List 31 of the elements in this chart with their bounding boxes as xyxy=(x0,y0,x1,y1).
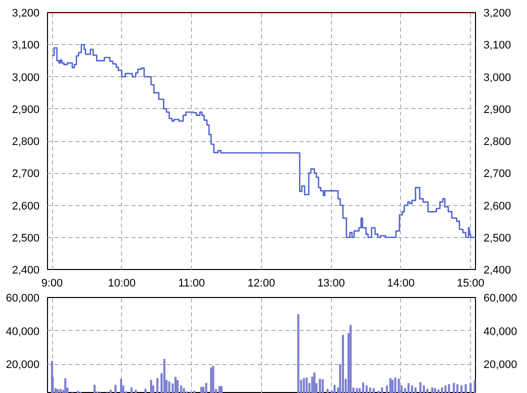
y-tick-label: 2,800 xyxy=(12,136,40,148)
y2-tick-label: 2,600 xyxy=(484,200,512,212)
y-tick-label: 3,200 xyxy=(12,8,40,20)
y2-tick-label: 2,800 xyxy=(484,136,512,148)
y-tick-label: 2,400 xyxy=(12,264,40,276)
y-tick-label: 20,000 xyxy=(6,359,40,372)
y2-tick-label: 20,000 xyxy=(484,359,518,372)
x-tick-label: 14:00 xyxy=(387,278,415,290)
x-tick-label: 11:00 xyxy=(178,278,205,290)
y-tick-label: 2,500 xyxy=(12,232,40,244)
y-tick-label: 40,000 xyxy=(6,326,40,338)
y-tick-label: 3,000 xyxy=(12,72,40,84)
y2-tick-label: 2,400 xyxy=(484,264,512,276)
y-tick-label: 60,000 xyxy=(6,292,40,304)
y2-tick-label: 60,000 xyxy=(484,292,518,304)
x-tick-label: 15:00 xyxy=(456,278,484,290)
x-tick-label: 13:00 xyxy=(317,278,345,290)
y2-tick-label: 3,100 xyxy=(484,40,512,52)
x-tick-label: 9:00 xyxy=(41,278,63,290)
y-tick-label: 2,700 xyxy=(12,168,40,180)
y-tick-label: 2,900 xyxy=(12,104,40,116)
y2-tick-label: 3,200 xyxy=(484,8,512,20)
y2-tick-label: 2,700 xyxy=(484,168,512,180)
y2-tick-label: 2,500 xyxy=(484,232,512,244)
x-tick-label: 12:00 xyxy=(248,278,276,290)
y2-tick-label: 2,900 xyxy=(484,104,512,116)
y2-tick-label: 40,000 xyxy=(484,326,518,338)
x-tick-label: 10:00 xyxy=(108,278,136,290)
y-tick-label: 3,100 xyxy=(12,40,40,52)
y-tick-label: 2,600 xyxy=(12,200,40,212)
y2-tick-label: 3,000 xyxy=(484,72,512,84)
